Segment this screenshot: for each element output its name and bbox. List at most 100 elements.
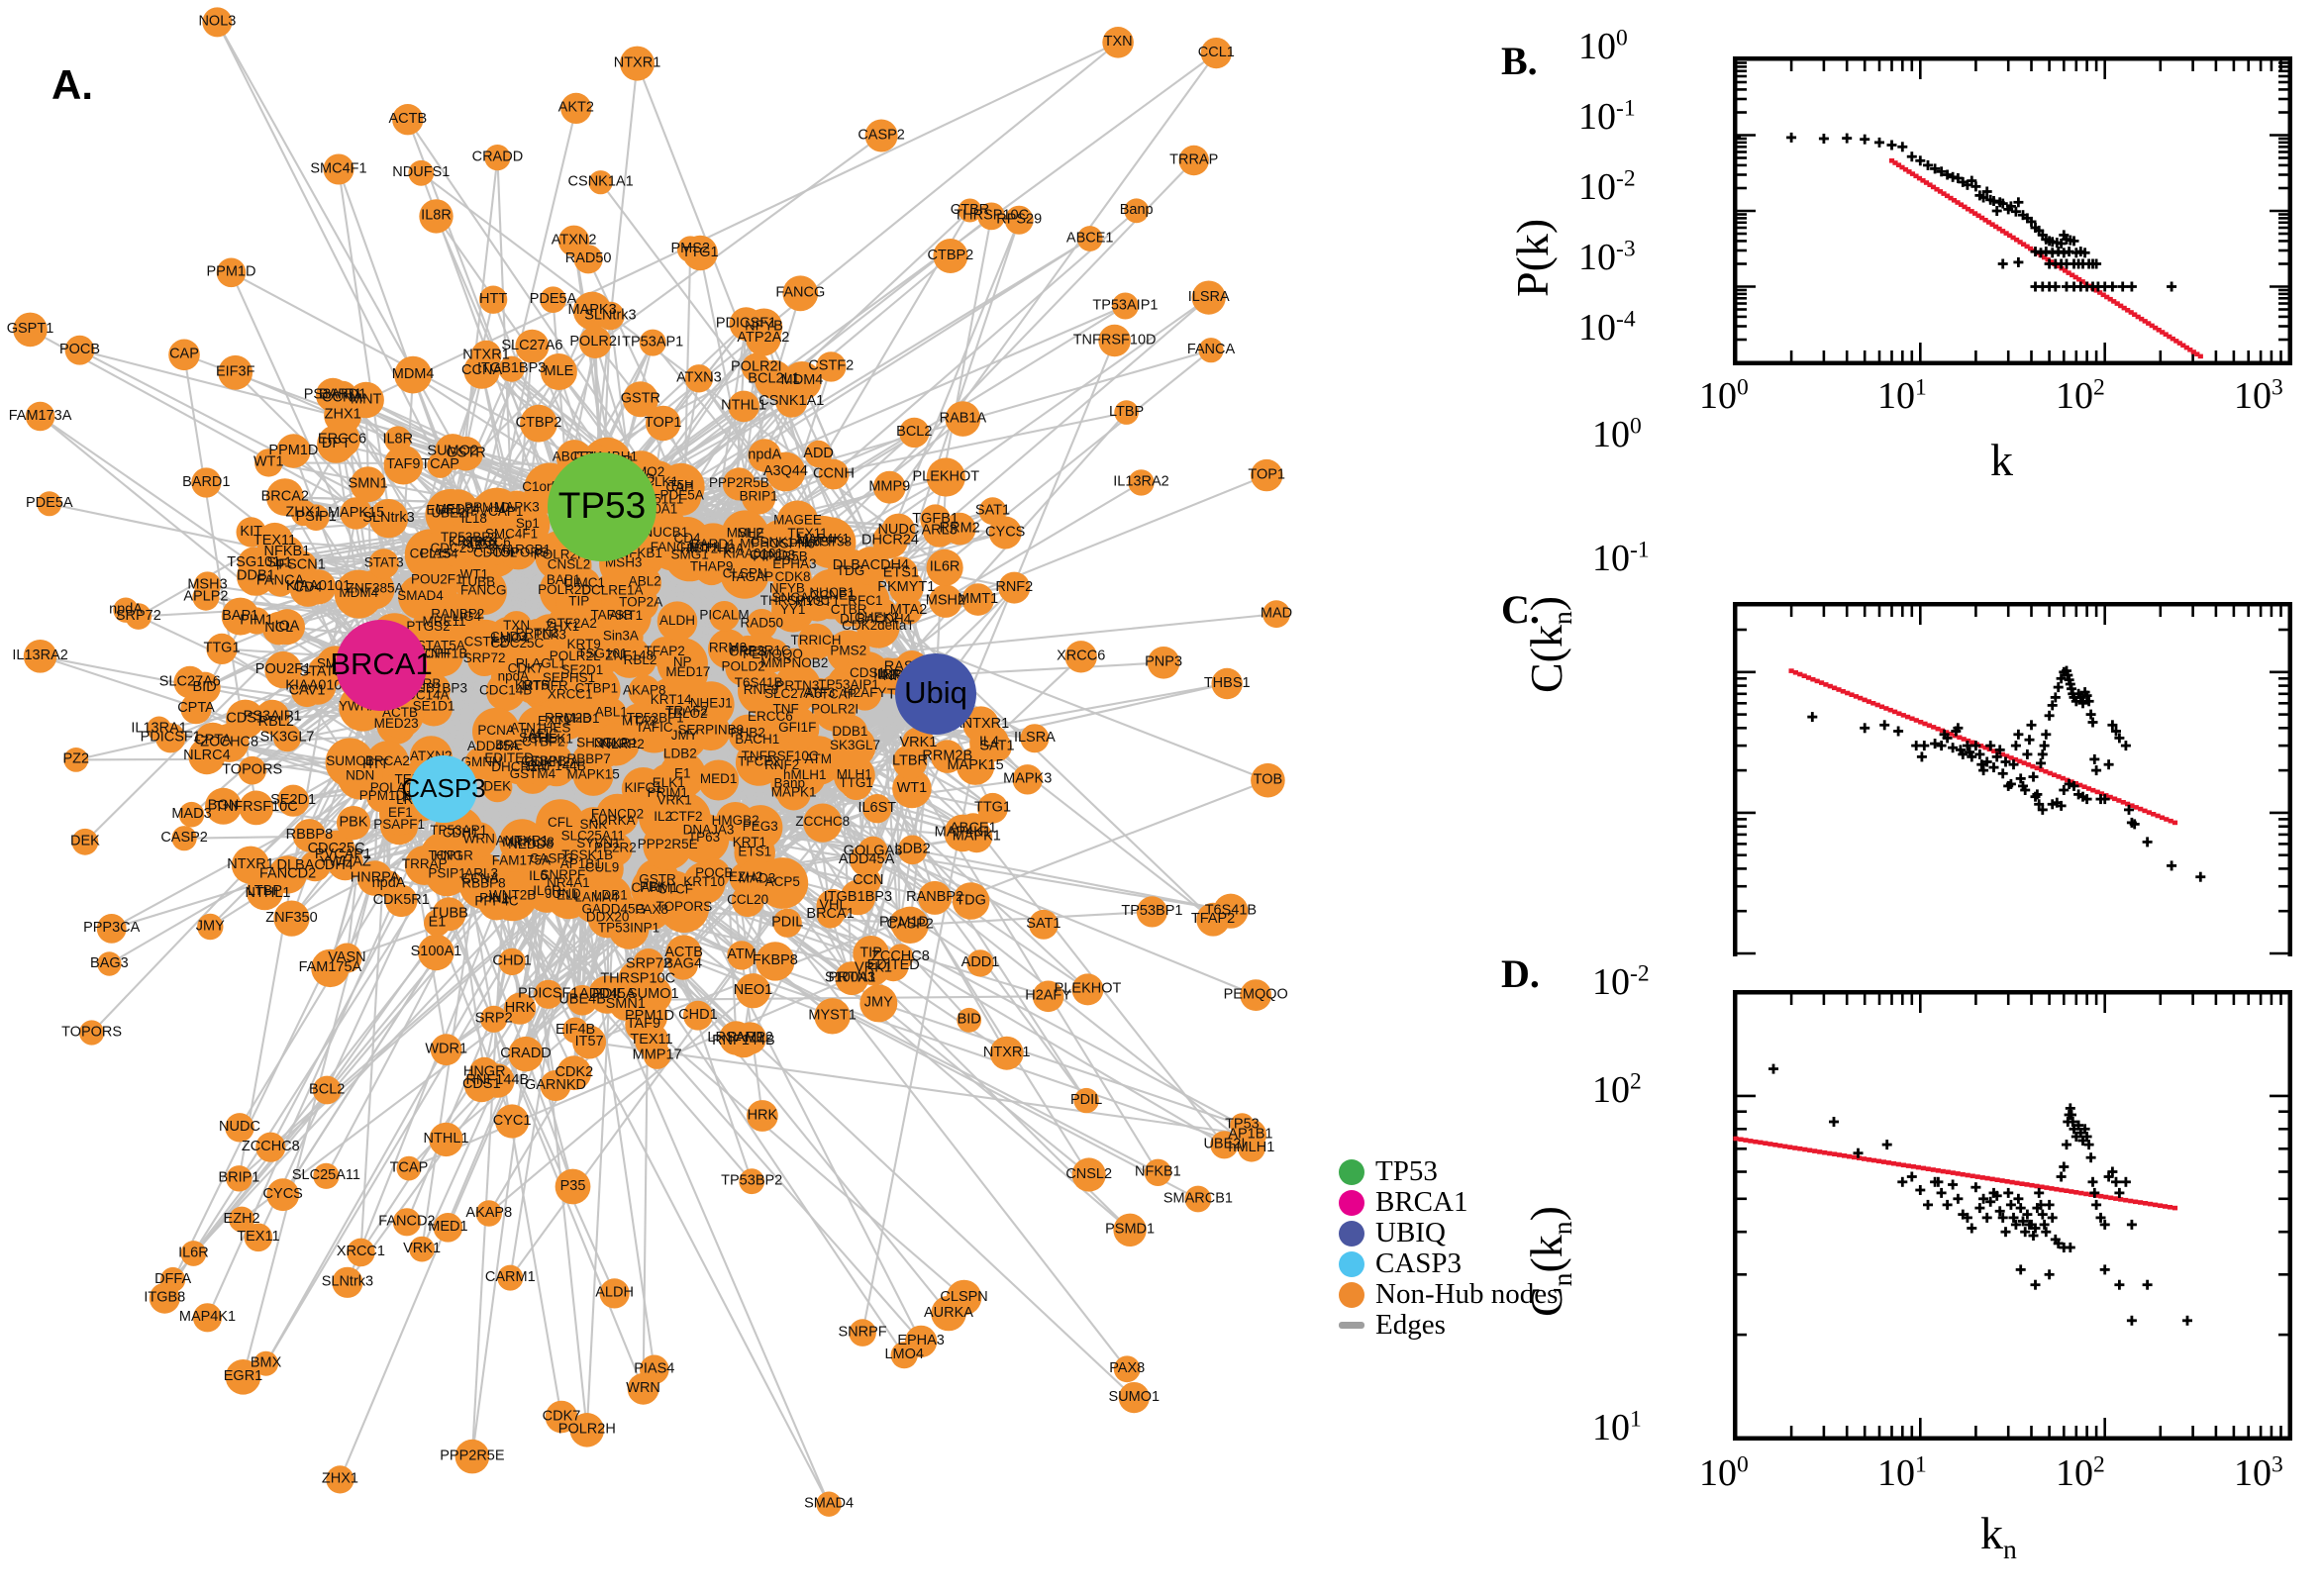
network-node[interactable] xyxy=(889,908,919,938)
network-node[interactable] xyxy=(958,198,982,223)
network-node[interactable] xyxy=(471,487,523,539)
network-node[interactable] xyxy=(13,312,48,348)
network-node[interactable] xyxy=(188,738,226,775)
network-node[interactable] xyxy=(622,381,658,418)
network-node[interactable] xyxy=(648,677,695,725)
network-node[interactable] xyxy=(392,1208,421,1237)
network-node[interactable] xyxy=(872,523,908,558)
network-node[interactable] xyxy=(698,857,731,890)
network-node[interactable] xyxy=(1184,1185,1212,1213)
network-node[interactable] xyxy=(643,820,693,870)
network-node[interactable] xyxy=(350,466,386,503)
network-node[interactable] xyxy=(746,609,777,641)
network-node[interactable] xyxy=(277,784,310,817)
network-node[interactable] xyxy=(892,768,932,809)
network-node[interactable] xyxy=(1071,1157,1106,1192)
network-node[interactable] xyxy=(475,1200,502,1227)
network-node[interactable] xyxy=(168,339,200,371)
network-node[interactable] xyxy=(631,998,668,1035)
network-node[interactable] xyxy=(1118,1382,1150,1414)
network-node[interactable] xyxy=(926,457,965,497)
network-node[interactable] xyxy=(590,875,632,918)
network-node[interactable] xyxy=(330,842,356,868)
network-node[interactable] xyxy=(340,497,372,530)
network-node[interactable] xyxy=(628,565,661,600)
network-node[interactable] xyxy=(929,584,962,618)
network-node[interactable] xyxy=(383,445,424,485)
network-node[interactable] xyxy=(862,794,892,824)
network-node[interactable] xyxy=(733,827,766,860)
network-node[interactable] xyxy=(480,1005,508,1033)
network-node[interactable] xyxy=(312,1075,342,1105)
network-node[interactable] xyxy=(600,591,652,643)
network-node[interactable] xyxy=(424,909,451,937)
network-node[interactable] xyxy=(656,601,698,642)
network-node[interactable] xyxy=(494,1104,530,1139)
network-node[interactable] xyxy=(409,1236,435,1262)
network-node[interactable] xyxy=(368,549,399,579)
network-node[interactable] xyxy=(63,748,89,772)
network-node[interactable] xyxy=(254,449,283,477)
network-node[interactable] xyxy=(747,1100,778,1132)
network-node[interactable] xyxy=(368,499,409,539)
network-node[interactable] xyxy=(803,803,843,843)
network-node[interactable] xyxy=(1020,724,1050,753)
network-node[interactable] xyxy=(731,884,764,918)
network-node[interactable] xyxy=(226,699,265,739)
network-node[interactable] xyxy=(503,992,537,1025)
network-node[interactable] xyxy=(521,619,554,650)
network-node[interactable] xyxy=(588,170,613,195)
network-node[interactable] xyxy=(722,467,757,501)
network-node[interactable] xyxy=(37,491,62,517)
network-node[interactable] xyxy=(96,914,127,944)
network-node[interactable] xyxy=(977,202,1006,231)
network-node[interactable] xyxy=(25,401,55,432)
network-node[interactable] xyxy=(1073,1087,1099,1114)
network-node[interactable] xyxy=(851,547,890,586)
network-node[interactable] xyxy=(459,567,507,616)
network-node[interactable] xyxy=(433,1213,463,1243)
network-node[interactable] xyxy=(1210,1131,1239,1159)
network-node[interactable] xyxy=(988,516,1022,549)
network-node[interactable] xyxy=(317,425,355,463)
network-node[interactable] xyxy=(797,623,835,660)
network-node[interactable] xyxy=(523,861,554,893)
network-node[interactable] xyxy=(818,458,850,490)
network-node[interactable] xyxy=(890,1342,918,1369)
network-node[interactable] xyxy=(755,359,793,399)
network-node[interactable] xyxy=(1251,458,1283,492)
network-node[interactable] xyxy=(216,257,247,288)
network-node[interactable] xyxy=(336,806,371,841)
network-node[interactable] xyxy=(323,153,354,185)
network-node[interactable] xyxy=(636,871,670,905)
network-node[interactable] xyxy=(244,1223,273,1252)
network-node[interactable] xyxy=(540,286,566,314)
network-node[interactable] xyxy=(1213,893,1249,929)
network-node[interactable] xyxy=(757,857,809,909)
network-node[interactable] xyxy=(1111,292,1139,320)
network-node[interactable] xyxy=(434,434,471,470)
network-node[interactable] xyxy=(347,1238,375,1267)
network-node[interactable] xyxy=(334,569,383,619)
network-node[interactable] xyxy=(454,1439,490,1474)
network-node[interactable] xyxy=(517,705,564,753)
network-node[interactable] xyxy=(1136,896,1167,928)
network-node[interactable] xyxy=(777,648,811,681)
network-node[interactable] xyxy=(396,1155,422,1181)
network-node[interactable] xyxy=(337,753,383,800)
network-node[interactable] xyxy=(1178,145,1209,176)
network-node[interactable] xyxy=(266,1178,300,1212)
network-node[interactable] xyxy=(708,629,748,669)
network-node[interactable] xyxy=(545,1400,578,1434)
network-node[interactable] xyxy=(299,850,331,882)
network-node[interactable] xyxy=(1071,973,1104,1006)
network-node[interactable] xyxy=(1191,280,1226,315)
network-node[interactable] xyxy=(743,668,774,700)
network-node[interactable] xyxy=(945,401,981,437)
network-node[interactable] xyxy=(782,275,819,312)
network-node[interactable] xyxy=(484,145,511,171)
network-node[interactable] xyxy=(624,646,656,678)
network-node[interactable] xyxy=(804,440,833,468)
network-node[interactable] xyxy=(499,819,546,865)
network-node[interactable] xyxy=(578,326,612,359)
